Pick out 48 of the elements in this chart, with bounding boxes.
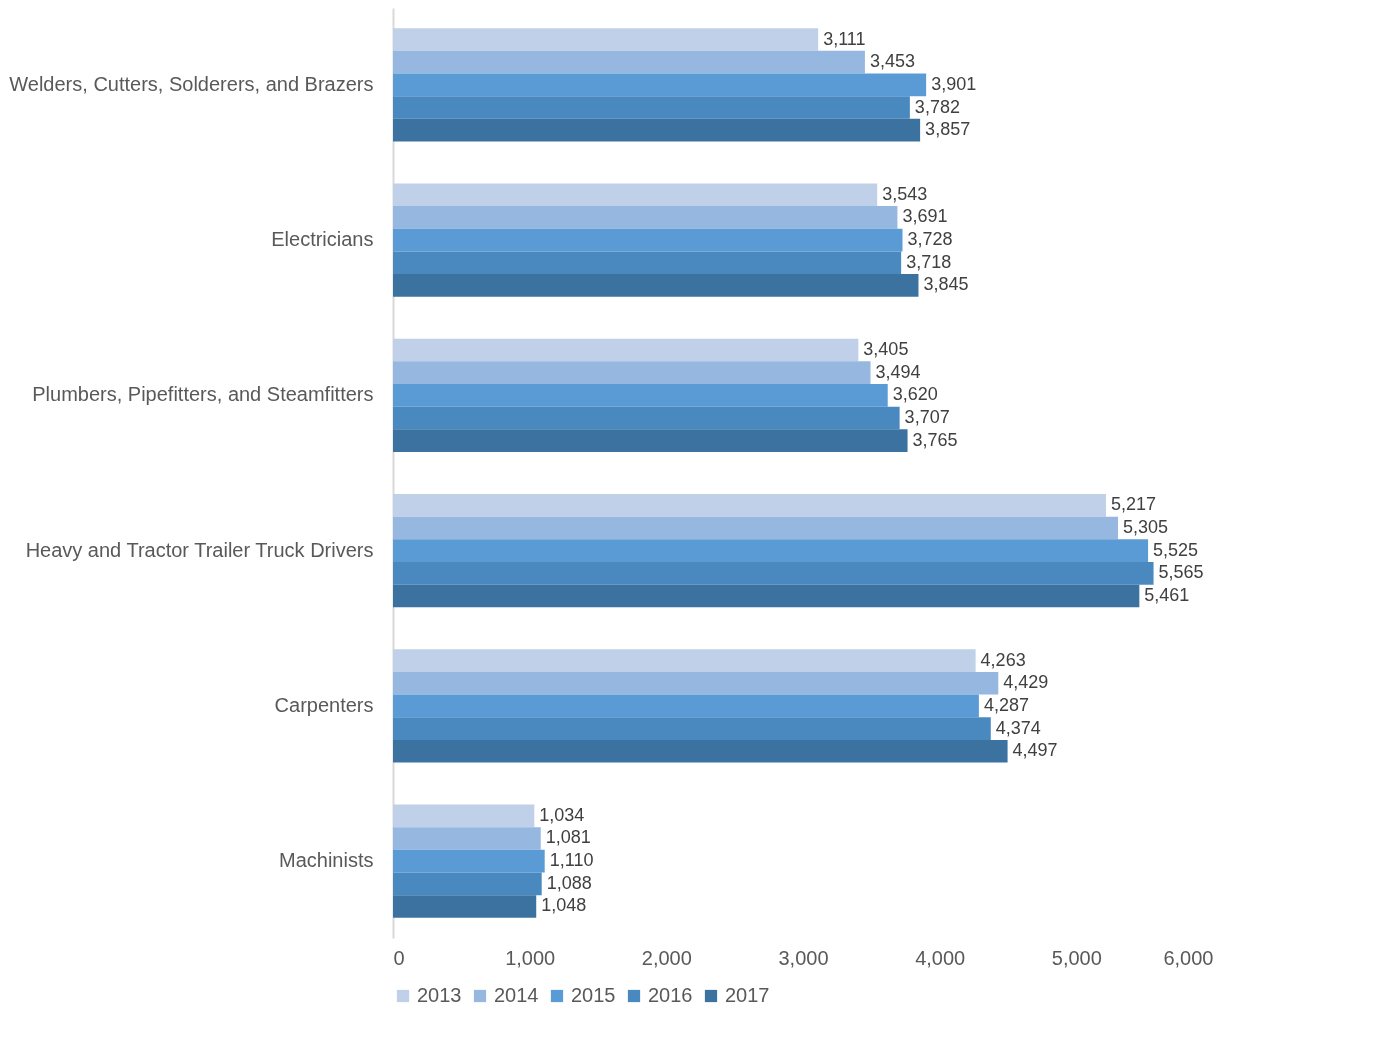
y-tick-label: Welders, Cutters, Solderers, and Brazers bbox=[9, 72, 374, 95]
data-label: 1,088 bbox=[546, 872, 592, 893]
data-label: 5,565 bbox=[1158, 562, 1204, 583]
data-label: 4,429 bbox=[1003, 672, 1049, 693]
data-label: 4,374 bbox=[995, 717, 1041, 738]
data-label: 3,543 bbox=[882, 183, 928, 204]
x-tick-label: 4,000 bbox=[915, 946, 966, 969]
y-tick-label: Electricians bbox=[271, 228, 374, 251]
data-label: 1,110 bbox=[549, 850, 594, 871]
x-tick-label: 6,000 bbox=[1163, 946, 1214, 969]
x-tick-label: 3,000 bbox=[778, 946, 829, 969]
y-tick-label: Heavy and Tractor Trailer Truck Drivers bbox=[25, 538, 374, 561]
data-label: 3,691 bbox=[902, 206, 948, 227]
y-tick-label: Carpenters bbox=[274, 693, 374, 716]
y-tick-label: Machinists bbox=[279, 849, 374, 872]
legend-label: 2015 bbox=[571, 984, 616, 1006]
legend-label: 2016 bbox=[648, 984, 693, 1006]
legend-label: 2014 bbox=[494, 984, 539, 1006]
data-label: 5,461 bbox=[1144, 584, 1190, 605]
x-tick-label: 0 bbox=[393, 946, 405, 969]
x-tick-label: 2,000 bbox=[641, 946, 692, 969]
data-label: 3,765 bbox=[912, 429, 958, 450]
data-label: 3,707 bbox=[904, 407, 950, 428]
data-label: 5,525 bbox=[1153, 539, 1199, 560]
x-tick-label: 5,000 bbox=[1051, 946, 1102, 969]
data-label: 3,845 bbox=[923, 274, 969, 295]
data-label: 3,405 bbox=[863, 339, 909, 360]
data-label: 4,497 bbox=[1012, 740, 1058, 761]
legend-label: 2017 bbox=[725, 984, 770, 1006]
data-label: 3,620 bbox=[892, 384, 938, 405]
data-label: 1,034 bbox=[539, 804, 585, 825]
data-label: 4,287 bbox=[983, 694, 1029, 715]
data-label: 1,081 bbox=[545, 827, 591, 848]
data-label: 5,217 bbox=[1110, 494, 1157, 515]
data-label: 3,718 bbox=[906, 251, 952, 272]
y-tick-label: Plumbers, Pipefitters, and Steamfitters bbox=[32, 383, 374, 406]
x-tick-label: 1,000 bbox=[505, 946, 556, 969]
data-label: 3,857 bbox=[925, 119, 971, 140]
data-label: 4,263 bbox=[980, 649, 1026, 670]
data-label: 1,048 bbox=[541, 895, 587, 916]
data-label: 3,453 bbox=[869, 51, 915, 72]
data-label: 3,901 bbox=[931, 73, 977, 94]
data-label: 3,494 bbox=[875, 361, 921, 382]
data-label: 3,728 bbox=[907, 229, 953, 250]
data-label: 3,782 bbox=[914, 96, 960, 117]
data-label: 3,111 bbox=[823, 28, 866, 49]
legend-label: 2013 bbox=[417, 984, 462, 1006]
data-label: 5,305 bbox=[1123, 516, 1169, 537]
